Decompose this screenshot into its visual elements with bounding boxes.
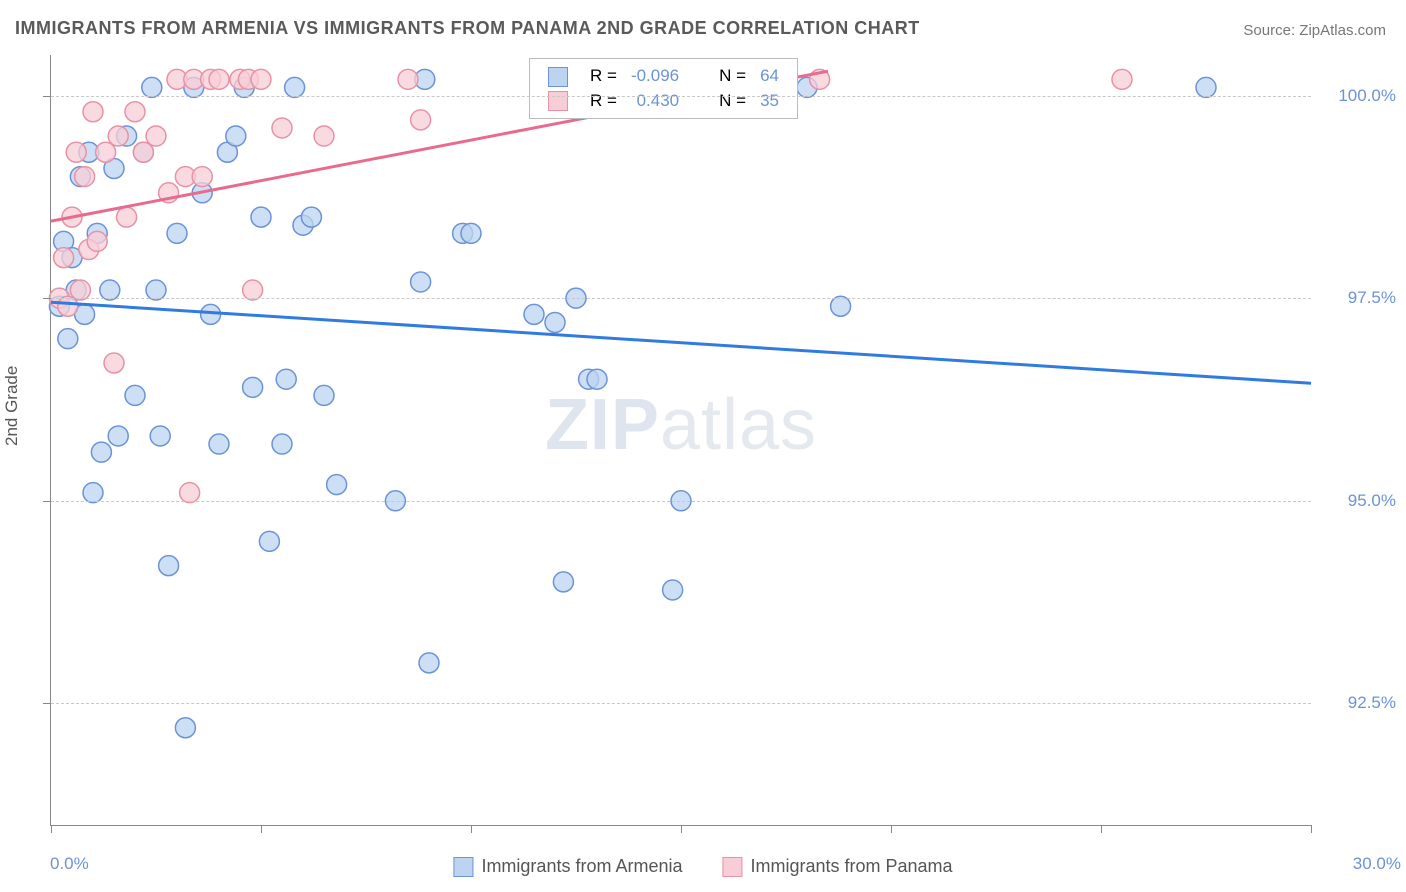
scatter-point bbox=[175, 718, 195, 738]
y-tick-label: 97.5% bbox=[1348, 288, 1396, 308]
scatter-point bbox=[159, 556, 179, 576]
legend-item-armenia: Immigrants from Armenia bbox=[453, 856, 682, 877]
legend-swatch-armenia bbox=[548, 67, 568, 87]
scatter-point bbox=[251, 69, 271, 89]
scatter-point bbox=[524, 304, 544, 324]
scatter-point bbox=[87, 231, 107, 251]
scatter-point bbox=[285, 77, 305, 97]
scatter-point bbox=[209, 69, 229, 89]
scatter-point bbox=[133, 142, 153, 162]
chart-title: IMMIGRANTS FROM ARMENIA VS IMMIGRANTS FR… bbox=[15, 18, 920, 39]
legend-label-panama: Immigrants from Panama bbox=[751, 856, 953, 876]
scatter-point bbox=[411, 110, 431, 130]
plot-area: ZIPatlas R = -0.096 N = 64 R = 0.430 bbox=[50, 55, 1311, 826]
n-label-0: N = bbox=[713, 65, 752, 88]
scatter-point bbox=[209, 434, 229, 454]
n-value-0: 64 bbox=[754, 65, 785, 88]
scatter-point bbox=[314, 385, 334, 405]
legend-item-panama: Immigrants from Panama bbox=[723, 856, 953, 877]
scatter-point bbox=[108, 426, 128, 446]
scatter-point bbox=[83, 102, 103, 122]
scatter-point bbox=[150, 426, 170, 446]
scatter-point bbox=[66, 142, 86, 162]
r-label-1: R = bbox=[584, 90, 623, 113]
scatter-point bbox=[419, 653, 439, 673]
scatter-point bbox=[243, 280, 263, 300]
y-axis-title: 2nd Grade bbox=[2, 366, 22, 446]
scatter-point bbox=[1112, 69, 1132, 89]
scatter-point bbox=[104, 353, 124, 373]
correlation-legend: R = -0.096 N = 64 R = 0.430 N = 35 bbox=[529, 58, 798, 119]
scatter-point bbox=[58, 329, 78, 349]
scatter-point bbox=[58, 296, 78, 316]
scatter-point bbox=[545, 312, 565, 332]
scatter-point bbox=[259, 531, 279, 551]
scatter-point bbox=[1196, 77, 1216, 97]
y-tick-label: 100.0% bbox=[1338, 86, 1396, 106]
x-axis-min-label: 0.0% bbox=[50, 854, 89, 874]
scatter-point bbox=[314, 126, 334, 146]
source-label: Source: ZipAtlas.com bbox=[1243, 22, 1386, 39]
scatter-point bbox=[411, 272, 431, 292]
scatter-point bbox=[243, 377, 263, 397]
scatter-point bbox=[146, 280, 166, 300]
legend-swatch-panama bbox=[548, 91, 568, 111]
scatter-point bbox=[272, 434, 292, 454]
scatter-point bbox=[301, 207, 321, 227]
regression-line bbox=[51, 302, 1311, 383]
legend-label-armenia: Immigrants from Armenia bbox=[481, 856, 682, 876]
scatter-point bbox=[272, 118, 292, 138]
scatter-point bbox=[663, 580, 683, 600]
scatter-point bbox=[461, 223, 481, 243]
scatter-point bbox=[251, 207, 271, 227]
scatter-point bbox=[100, 280, 120, 300]
scatter-point bbox=[91, 442, 111, 462]
scatter-point bbox=[75, 167, 95, 187]
scatter-point bbox=[125, 102, 145, 122]
scatter-point bbox=[96, 142, 116, 162]
legend-swatch-armenia-bottom bbox=[453, 857, 473, 877]
r-value-0: -0.096 bbox=[625, 65, 685, 88]
scatter-point bbox=[226, 126, 246, 146]
legend-swatch-panama-bottom bbox=[723, 857, 743, 877]
scatter-point bbox=[180, 483, 200, 503]
scatter-point bbox=[146, 126, 166, 146]
scatter-point bbox=[192, 167, 212, 187]
scatter-point bbox=[125, 385, 145, 405]
source-value: ZipAtlas.com bbox=[1299, 22, 1386, 39]
scatter-point bbox=[54, 248, 74, 268]
scatter-point bbox=[398, 69, 418, 89]
y-tick-label: 95.0% bbox=[1348, 491, 1396, 511]
r-label-0: R = bbox=[584, 65, 623, 88]
scatter-point bbox=[142, 77, 162, 97]
r-value-1: 0.430 bbox=[625, 90, 685, 113]
scatter-point bbox=[108, 126, 128, 146]
source-prefix: Source: bbox=[1243, 22, 1295, 39]
scatter-point bbox=[831, 296, 851, 316]
n-label-1: N = bbox=[713, 90, 752, 113]
n-value-1: 35 bbox=[754, 90, 785, 113]
scatter-point bbox=[553, 572, 573, 592]
series-legend: Immigrants from Armenia Immigrants from … bbox=[453, 856, 952, 877]
scatter-point bbox=[276, 369, 296, 389]
x-axis-max-label: 30.0% bbox=[1353, 854, 1401, 874]
y-tick-label: 92.5% bbox=[1348, 693, 1396, 713]
scatter-point bbox=[83, 483, 103, 503]
scatter-point bbox=[167, 223, 187, 243]
scatter-point bbox=[117, 207, 137, 227]
scatter-point bbox=[587, 369, 607, 389]
chart-svg bbox=[51, 55, 1311, 825]
scatter-point bbox=[327, 475, 347, 495]
scatter-point bbox=[70, 280, 90, 300]
chart-container: IMMIGRANTS FROM ARMENIA VS IMMIGRANTS FR… bbox=[0, 0, 1406, 892]
